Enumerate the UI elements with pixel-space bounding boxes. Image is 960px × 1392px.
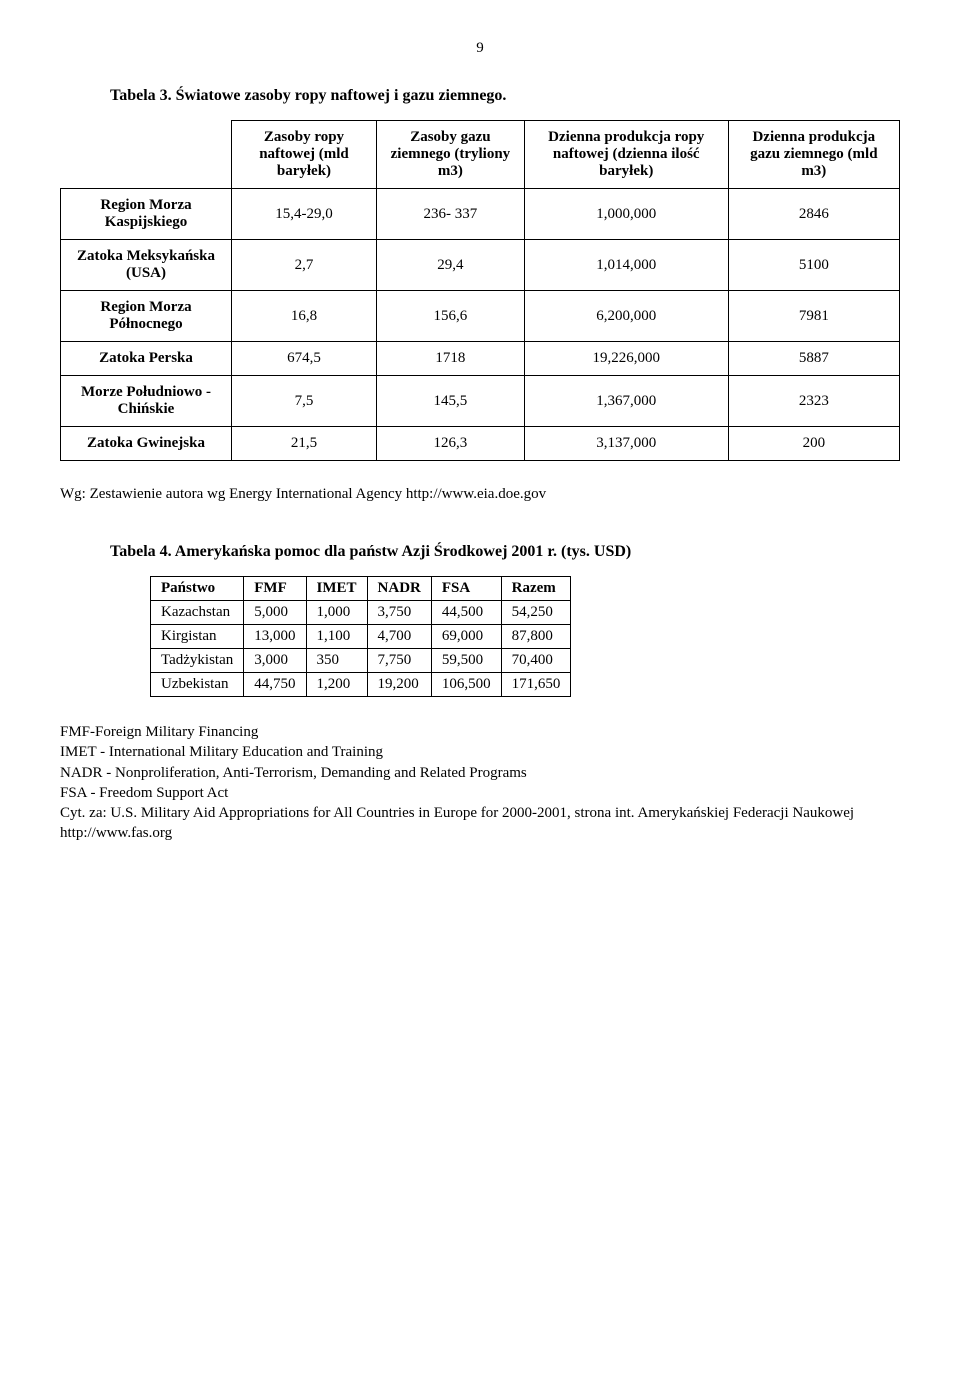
table4-cell: 54,250: [501, 601, 571, 625]
table3-col4: Dzienna produkcja gazu ziemnego (mld m3): [728, 121, 899, 189]
table4-cell: Kazachstan: [151, 601, 244, 625]
table4-cell: 3,000: [244, 649, 306, 673]
table4-cell: 4,700: [367, 625, 431, 649]
table3-cell: 15,4-29,0: [232, 189, 377, 240]
table4-cell: Tadżykistan: [151, 649, 244, 673]
table3-cell: 674,5: [232, 342, 377, 376]
table3-cell: 156,6: [376, 291, 524, 342]
table3-col2: Zasoby gazu ziemnego (tryliony m3): [376, 121, 524, 189]
table3-rowlabel: Region Morza Kaspijskiego: [61, 189, 232, 240]
note-line: FSA - Freedom Support Act: [60, 783, 900, 803]
table4-col: IMET: [306, 577, 367, 601]
table3-cell: 2323: [728, 376, 899, 427]
table4-cell: 1,000: [306, 601, 367, 625]
page-number: 9: [60, 40, 900, 57]
table3-rowlabel: Zatoka Perska: [61, 342, 232, 376]
table3-col3: Dzienna produkcja ropy naftowej (dzienna…: [524, 121, 728, 189]
table4-col: Razem: [501, 577, 571, 601]
table3-caption: Tabela 3. Światowe zasoby ropy naftowej …: [110, 87, 900, 105]
table4-cell: 1,200: [306, 673, 367, 697]
table4-cell: 69,000: [431, 625, 501, 649]
note-line: NADR - Nonproliferation, Anti-Terrorism,…: [60, 763, 900, 783]
table3-rowlabel: Morze Południowo - Chińskie: [61, 376, 232, 427]
table3-rowlabel: Zatoka Meksykańska (USA): [61, 240, 232, 291]
table3-corner: [61, 121, 232, 189]
table4-cell: 350: [306, 649, 367, 673]
table3-cell: 6,200,000: [524, 291, 728, 342]
table4-cell: 44,500: [431, 601, 501, 625]
table4-col: FMF: [244, 577, 306, 601]
table3-cell: 126,3: [376, 427, 524, 461]
table4-cell: 3,750: [367, 601, 431, 625]
table4-cell: Kirgistan: [151, 625, 244, 649]
table3-cell: 5887: [728, 342, 899, 376]
table4-cell: 87,800: [501, 625, 571, 649]
note-line: FMF-Foreign Military Financing: [60, 722, 900, 742]
table4-cell: 19,200: [367, 673, 431, 697]
table4-cell: 7,750: [367, 649, 431, 673]
table3-cell: 21,5: [232, 427, 377, 461]
table4-cell: 13,000: [244, 625, 306, 649]
table4-col: FSA: [431, 577, 501, 601]
table3-cell: 145,5: [376, 376, 524, 427]
table4-cell: Uzbekistan: [151, 673, 244, 697]
table3-cell: 1,367,000: [524, 376, 728, 427]
table3-cell: 5100: [728, 240, 899, 291]
table4-col: Państwo: [151, 577, 244, 601]
table3-source: Wg: Zestawienie autora wg Energy Interna…: [60, 486, 900, 503]
note-line: Cyt. za: U.S. Military Aid Appropriation…: [60, 803, 900, 844]
table3-cell: 3,137,000: [524, 427, 728, 461]
table4-col: NADR: [367, 577, 431, 601]
table4-cell: 171,650: [501, 673, 571, 697]
table3-rowlabel: Zatoka Gwinejska: [61, 427, 232, 461]
table3-cell: 1718: [376, 342, 524, 376]
table4-cell: 44,750: [244, 673, 306, 697]
note-line: IMET - International Military Education …: [60, 742, 900, 762]
table3-cell: 7,5: [232, 376, 377, 427]
table3-cell: 1,000,000: [524, 189, 728, 240]
table4: Państwo FMF IMET NADR FSA Razem Kazachst…: [150, 576, 571, 697]
table4-cell: 106,500: [431, 673, 501, 697]
table4-caption: Tabela 4. Amerykańska pomoc dla państw A…: [110, 543, 900, 561]
table3: Zasoby ropy naftowej (mld baryłek) Zasob…: [60, 120, 900, 461]
table4-notes: FMF-Foreign Military Financing IMET - In…: [60, 722, 900, 844]
table4-cell: 59,500: [431, 649, 501, 673]
table3-cell: 29,4: [376, 240, 524, 291]
table4-cell: 1,100: [306, 625, 367, 649]
table4-cell: 5,000: [244, 601, 306, 625]
table3-cell: 2,7: [232, 240, 377, 291]
table3-cell: 2846: [728, 189, 899, 240]
table3-cell: 16,8: [232, 291, 377, 342]
table3-cell: 19,226,000: [524, 342, 728, 376]
table3-cell: 236- 337: [376, 189, 524, 240]
table3-cell: 7981: [728, 291, 899, 342]
table3-cell: 200: [728, 427, 899, 461]
table3-rowlabel: Region Morza Północnego: [61, 291, 232, 342]
table4-cell: 70,400: [501, 649, 571, 673]
table3-col1: Zasoby ropy naftowej (mld baryłek): [232, 121, 377, 189]
table3-cell: 1,014,000: [524, 240, 728, 291]
